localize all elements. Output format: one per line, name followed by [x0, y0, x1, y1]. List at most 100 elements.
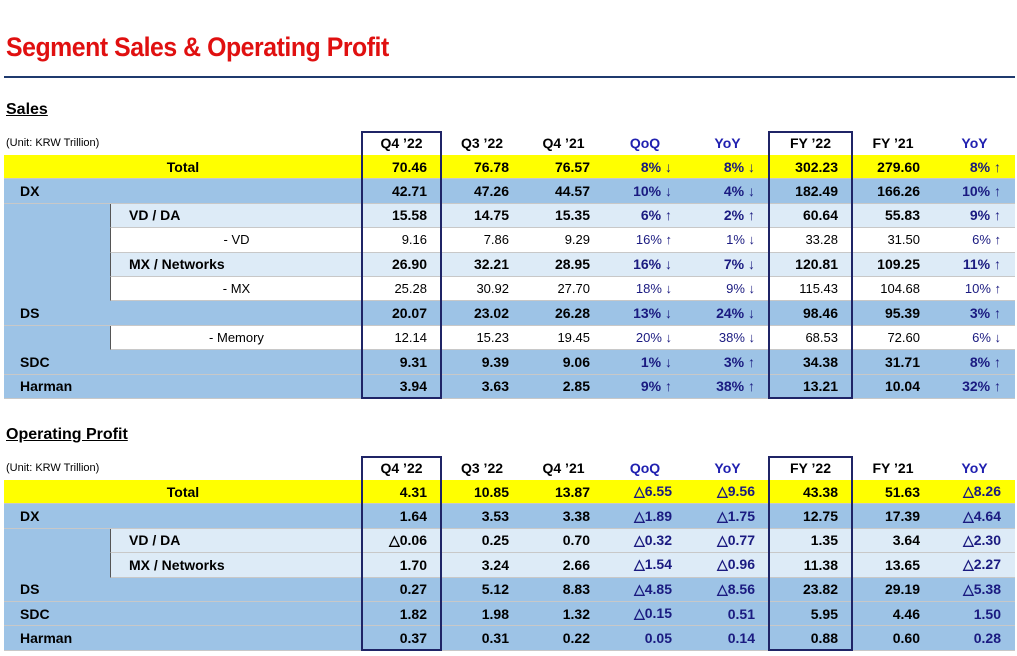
value-cell: 9.39 — [441, 350, 523, 375]
value-cell: 109.25 — [852, 252, 934, 277]
column-header: YoY — [714, 135, 741, 151]
value-cell: 42.71 — [362, 179, 441, 204]
value-cell: 8% ↑ — [934, 155, 1015, 180]
unit-note: (Unit: KRW Trillion) — [6, 137, 100, 149]
value-cell: 9.06 — [523, 350, 604, 375]
value-cell: 27.70 — [523, 277, 604, 302]
value-cell: 10% ↑ — [934, 179, 1015, 204]
value-cell: 1.70 — [362, 553, 441, 578]
value-cell: 0.25 — [441, 528, 523, 554]
value-cell: 2% ↑ — [686, 203, 769, 229]
value-cell: 10.85 — [441, 480, 523, 505]
value-cell: 120.81 — [769, 252, 852, 277]
row-label: Total — [4, 480, 362, 505]
value-cell: 28.95 — [523, 252, 604, 277]
value-cell: 2.66 — [523, 553, 604, 578]
value-cell: 4.46 — [852, 602, 934, 627]
row-label: DX — [4, 504, 362, 529]
value-cell: 1.64 — [362, 504, 441, 529]
row-label: - Memory — [110, 325, 362, 351]
value-cell: 34.38 — [769, 350, 852, 375]
value-cell: 3.53 — [441, 504, 523, 529]
row-label: Total — [4, 155, 362, 180]
row-label: DS — [4, 577, 362, 602]
column-header: Q4 ’22 — [380, 135, 423, 151]
value-cell: 15.58 — [362, 203, 441, 229]
value-cell: 9.31 — [362, 350, 441, 375]
value-cell: 47.26 — [441, 179, 523, 204]
value-cell: 76.57 — [523, 155, 604, 180]
column-header: Q3 ’22 — [460, 460, 504, 476]
value-cell: 0.60 — [852, 626, 934, 651]
value-cell: 3.94 — [362, 374, 441, 399]
value-cell: 23.82 — [769, 577, 852, 602]
value-cell: 98.46 — [769, 301, 852, 326]
column-header: FY ’21 — [872, 135, 914, 151]
value-cell: 13.21 — [769, 374, 852, 399]
row-label: - VD — [110, 228, 362, 253]
value-cell: 24% ↓ — [686, 301, 769, 326]
value-cell: 4% ↓ — [686, 179, 769, 204]
value-cell: 15.23 — [441, 325, 523, 351]
group-spacer — [4, 228, 110, 253]
value-cell: 1.82 — [362, 602, 441, 627]
value-cell: △0.77 — [686, 528, 769, 554]
value-cell: 0.22 — [523, 626, 604, 651]
value-cell: △2.27 — [934, 553, 1015, 578]
unit-note: (Unit: KRW Trillion) — [6, 462, 100, 474]
value-cell: 13.87 — [523, 480, 604, 505]
value-cell: 9.29 — [523, 228, 604, 253]
value-cell: 38% ↓ — [686, 325, 769, 351]
value-cell: 302.23 — [769, 155, 852, 180]
title-rule — [4, 76, 1015, 78]
value-cell: 10% ↑ — [934, 277, 1015, 302]
value-cell: △5.38 — [934, 577, 1015, 602]
value-cell: 1.98 — [441, 602, 523, 627]
value-cell: 0.28 — [934, 626, 1015, 651]
row-label: DX — [4, 179, 362, 204]
value-cell: 1.32 — [523, 602, 604, 627]
column-header: FY ’22 — [790, 135, 831, 151]
value-cell: 20% ↓ — [604, 325, 686, 351]
section-heading: Operating Profit — [6, 426, 128, 443]
value-cell: 16% ↓ — [604, 252, 686, 277]
value-cell: 17.39 — [852, 504, 934, 529]
value-cell: 38% ↑ — [686, 374, 769, 399]
column-header: Q4 ’21 — [542, 135, 585, 151]
value-cell: 11% ↑ — [934, 252, 1015, 277]
group-spacer — [4, 277, 110, 302]
row-label: SDC — [4, 602, 362, 627]
value-cell: 10.04 — [852, 374, 934, 399]
value-cell: 9% ↑ — [934, 203, 1015, 229]
value-cell: 0.70 — [523, 528, 604, 554]
value-cell: △1.89 — [604, 504, 686, 529]
value-cell: 5.95 — [769, 602, 852, 627]
value-cell: 32.21 — [441, 252, 523, 277]
value-cell: 115.43 — [769, 277, 852, 302]
value-cell: 55.83 — [852, 203, 934, 229]
value-cell: 1% ↓ — [604, 350, 686, 375]
value-cell: 3.24 — [441, 553, 523, 578]
value-cell: 0.27 — [362, 577, 441, 602]
value-cell: 9.16 — [362, 228, 441, 253]
value-cell: 13% ↓ — [604, 301, 686, 326]
column-header: Q3 ’22 — [460, 135, 504, 151]
value-cell: 12.75 — [769, 504, 852, 529]
value-cell: 8.83 — [523, 577, 604, 602]
value-cell: 15.35 — [523, 203, 604, 229]
row-label: VD / DA — [110, 528, 362, 554]
value-cell: 9% ↓ — [686, 277, 769, 302]
value-cell: 60.64 — [769, 203, 852, 229]
column-header: FY ’21 — [872, 460, 914, 476]
value-cell: 166.26 — [852, 179, 934, 204]
value-cell: 3% ↑ — [686, 350, 769, 375]
group-spacer — [4, 252, 110, 277]
value-cell: △1.75 — [686, 504, 769, 529]
value-cell: 32% ↑ — [934, 374, 1015, 399]
row-label: DS — [4, 301, 362, 326]
value-cell: 29.19 — [852, 577, 934, 602]
value-cell: 43.38 — [769, 480, 852, 505]
value-cell: 1.50 — [934, 602, 1015, 627]
section-heading: Sales — [6, 101, 48, 118]
value-cell: 0.14 — [686, 626, 769, 651]
